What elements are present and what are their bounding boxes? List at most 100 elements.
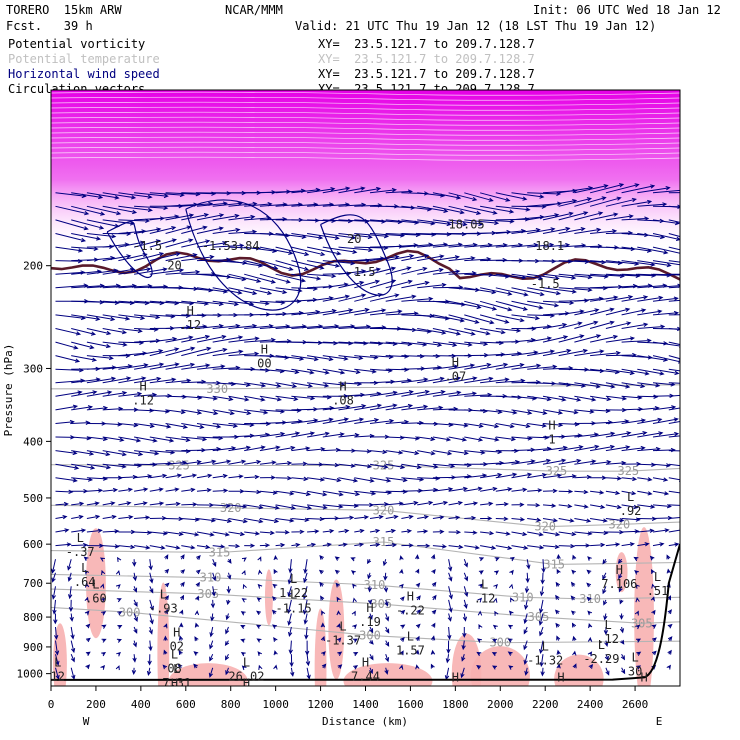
circulation-vector <box>244 445 266 452</box>
circulation-vector <box>495 531 511 536</box>
circulation-vector <box>492 624 498 630</box>
extremum-value-label: 1.57 <box>396 644 425 658</box>
circulation-vector <box>228 504 248 509</box>
circulation-vector <box>495 423 515 429</box>
circulation-vector <box>527 517 542 522</box>
circulation-vector <box>603 613 608 621</box>
y-tick-label: 200 <box>23 260 43 273</box>
theta-contour-label: 300 <box>489 636 511 650</box>
circulation-vector <box>116 638 122 643</box>
circulation-vector <box>570 610 576 616</box>
circulation-vector <box>571 569 577 575</box>
circulation-vector <box>275 490 295 496</box>
pv-contour-upper <box>51 141 680 146</box>
circulation-vector <box>193 663 198 669</box>
circulation-vector <box>668 463 680 467</box>
circulation-vector <box>115 665 120 671</box>
circulation-vector <box>432 529 445 534</box>
y-tick-label: 1000 <box>17 668 44 681</box>
circulation-vector <box>322 294 351 302</box>
circulation-vector <box>354 449 372 454</box>
circulation-vector <box>590 530 609 536</box>
circulation-vector <box>417 390 446 397</box>
circulation-vector <box>558 531 577 537</box>
x-tick-label: 400 <box>131 698 151 711</box>
circulation-vector <box>118 205 153 213</box>
extremum-type-label: H <box>243 677 250 691</box>
circulation-vector <box>302 586 308 600</box>
circulation-vector <box>165 436 191 443</box>
circulation-vector <box>511 287 545 297</box>
circulation-vector <box>350 570 356 575</box>
circulation-vector <box>71 390 98 397</box>
circulation-vector <box>495 545 513 550</box>
circulation-vector <box>318 569 324 575</box>
circulation-vector <box>462 627 467 638</box>
x-left-end-label: W <box>83 715 90 728</box>
circulation-vector <box>399 555 404 561</box>
circulation-vector <box>401 354 425 359</box>
circulation-vector <box>307 382 330 388</box>
circulation-vector <box>338 490 361 497</box>
circulation-vector <box>322 529 335 534</box>
circulation-vector <box>256 597 262 602</box>
circulation-vector <box>668 504 680 506</box>
circulation-vector <box>574 504 589 509</box>
pv-contour-upper <box>51 111 680 116</box>
circulation-vector <box>574 432 600 438</box>
circulation-vector <box>574 349 605 357</box>
circulation-vector <box>71 233 102 241</box>
extremum-type-label: H <box>557 671 564 685</box>
circulation-vector <box>464 362 492 370</box>
center-title: NCAR/MMM <box>225 3 283 17</box>
model-title: TORERO 15km ARW <box>6 3 122 17</box>
circulation-vector <box>337 664 343 669</box>
circulation-vector <box>71 314 101 321</box>
circulation-vector <box>511 423 531 429</box>
circulation-vector <box>212 488 229 493</box>
circulation-vector <box>464 205 498 215</box>
circulation-vector <box>527 227 556 234</box>
circulation-vector <box>196 488 212 493</box>
circulation-vector <box>448 363 476 370</box>
circulation-vector <box>495 516 509 522</box>
circulation-vector <box>652 341 680 349</box>
circulation-vector <box>102 376 132 384</box>
pv-contour-upper <box>51 146 680 151</box>
circulation-vector <box>244 474 260 480</box>
extremum-value-label: 26.02 <box>228 670 264 684</box>
extremum-value-label: 7.31 <box>162 676 191 690</box>
circulation-vector <box>668 205 680 209</box>
circulation-vector <box>289 654 294 668</box>
theta-contour-label: 325 <box>546 464 568 478</box>
circulation-vector <box>401 500 419 506</box>
circulation-vector <box>212 503 231 508</box>
circulation-vector <box>476 665 482 670</box>
circulation-vector <box>228 474 244 479</box>
circulation-vector <box>352 597 357 603</box>
circulation-vector <box>100 583 105 589</box>
circulation-vector <box>480 219 515 224</box>
circulation-vector <box>134 530 153 535</box>
circulation-vector <box>589 183 625 194</box>
circulation-vector <box>542 544 560 549</box>
circulation-vector <box>102 254 132 262</box>
circulation-vector <box>417 463 439 469</box>
circulation-vector <box>572 635 577 641</box>
circulation-vector <box>432 463 456 469</box>
circulation-vector <box>605 368 635 376</box>
circulation-vector <box>369 626 374 634</box>
circulation-vector <box>118 544 136 550</box>
circulation-vector <box>602 586 607 595</box>
circulation-vector <box>385 640 390 647</box>
circulation-vector <box>556 568 561 574</box>
circulation-vector <box>527 502 541 508</box>
x-tick-label: 200 <box>86 698 106 711</box>
y-tick-label: 900 <box>23 641 43 654</box>
pv-contour-upper <box>51 136 680 141</box>
wind-speed-contour <box>185 199 302 311</box>
circulation-vector <box>322 432 345 438</box>
circulation-vector <box>149 613 154 625</box>
circulation-vector <box>637 542 650 547</box>
x-right-end-label: E <box>656 715 663 728</box>
